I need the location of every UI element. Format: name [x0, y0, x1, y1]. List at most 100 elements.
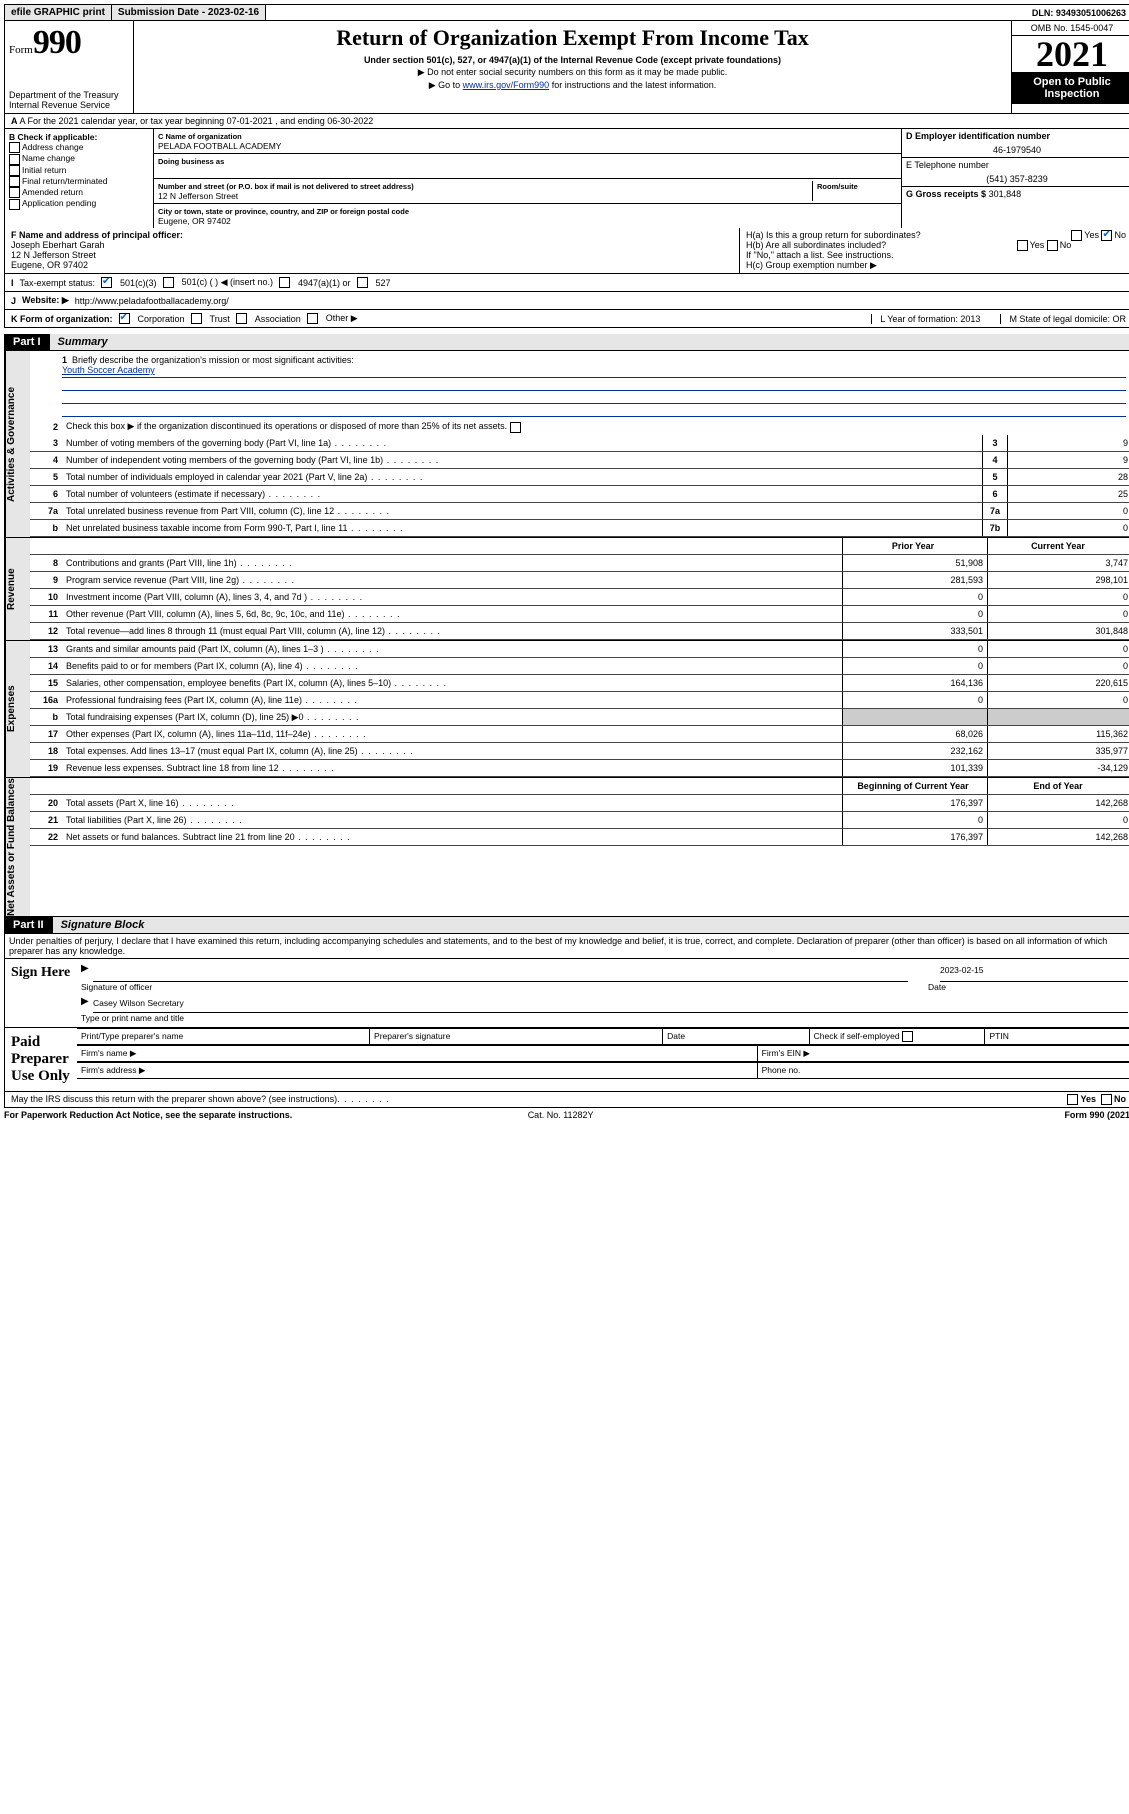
website-row: J Website: ▶ http://www.peladafootballac… — [4, 292, 1129, 310]
expense-line-17: 17Other expenses (Part IX, column (A), l… — [30, 726, 1129, 743]
revenue-line-9: 9Program service revenue (Part VIII, lin… — [30, 572, 1129, 589]
expense-line-b: bTotal fundraising expenses (Part IX, co… — [30, 709, 1129, 726]
revenue-line-11: 11Other revenue (Part VIII, column (A), … — [30, 606, 1129, 623]
chk-hb-no[interactable] — [1047, 240, 1058, 251]
form-note-1: ▶ Do not enter social security numbers o… — [140, 67, 1005, 78]
part2-header: Part II Signature Block — [4, 917, 1129, 934]
officer-group-row: F Name and address of principal officer:… — [4, 228, 1129, 274]
chk-trust[interactable] — [191, 313, 202, 324]
summary-line-4: 4Number of independent voting members of… — [30, 452, 1129, 469]
net-line-21: 21Total liabilities (Part X, line 26)00 — [30, 812, 1129, 829]
expense-line-16a: 16aProfessional fundraising fees (Part I… — [30, 692, 1129, 709]
summary-line-7a: 7aTotal unrelated business revenue from … — [30, 503, 1129, 520]
sign-here-label: Sign Here — [5, 959, 77, 1027]
chk-501c3[interactable] — [101, 277, 112, 288]
chk-4947[interactable] — [279, 277, 290, 288]
form-label: Form — [9, 44, 33, 56]
side-governance: Activities & Governance — [5, 351, 30, 537]
chk-discuss-no[interactable] — [1101, 1094, 1112, 1105]
identity-block: B Check if applicable: Address change Na… — [4, 129, 1129, 228]
org-city: Eugene, OR 97402 — [158, 216, 231, 226]
irs-label: Internal Revenue Service — [9, 100, 129, 110]
expense-line-19: 19Revenue less expenses. Subtract line 1… — [30, 760, 1129, 777]
form-number: 990 — [33, 24, 81, 61]
chk-initial-return[interactable] — [9, 165, 20, 176]
mission-link[interactable]: Youth Soccer Academy — [62, 365, 155, 375]
net-line-22: 22Net assets or fund balances. Subtract … — [30, 829, 1129, 846]
form-footer: Form 990 (2021) — [1064, 1110, 1129, 1120]
cat-no: Cat. No. 11282Y — [528, 1110, 594, 1120]
sig-name: Casey Wilson Secretary — [93, 998, 1128, 1013]
officer-name: Joseph Eberhart Garah — [11, 240, 105, 250]
chk-501c[interactable] — [163, 277, 174, 288]
col-b-label: B Check if applicable: — [9, 132, 149, 142]
chk-amended[interactable] — [9, 187, 20, 198]
col-current-year: Current Year — [987, 538, 1129, 554]
footer-row: For Paperwork Reduction Act Notice, see … — [4, 1108, 1129, 1122]
revenue-line-12: 12Total revenue—add lines 8 through 11 (… — [30, 623, 1129, 640]
state-domicile: M State of legal domicile: OR — [1000, 314, 1126, 324]
form-header: Form990 Department of the Treasury Inter… — [4, 21, 1129, 114]
side-expenses: Expenses — [5, 641, 30, 777]
col-begin-year: Beginning of Current Year — [842, 778, 987, 794]
expense-line-13: 13Grants and similar amounts paid (Part … — [30, 641, 1129, 658]
summary-line-5: 5Total number of individuals employed in… — [30, 469, 1129, 486]
efile-print-button[interactable]: efile GRAPHIC print — [5, 5, 112, 20]
sig-date: 2023-02-15 — [940, 965, 1128, 982]
sig-officer-label: Signature of officer — [81, 982, 908, 992]
chk-address-change[interactable] — [9, 142, 20, 153]
net-assets-section: Net Assets or Fund Balances Beginning of… — [4, 778, 1129, 917]
part1-header: Part I Summary — [4, 334, 1129, 351]
sig-intro: Under penalties of perjury, I declare th… — [5, 934, 1129, 958]
chk-other[interactable] — [307, 313, 318, 324]
chk-assoc[interactable] — [236, 313, 247, 324]
summary-line-3: 3Number of voting members of the governi… — [30, 435, 1129, 452]
expense-line-15: 15Salaries, other compensation, employee… — [30, 675, 1129, 692]
chk-name-change[interactable] — [9, 154, 20, 165]
chk-corp[interactable] — [119, 313, 130, 324]
chk-hb-yes[interactable] — [1017, 240, 1028, 251]
ein-value: 46-1979540 — [906, 145, 1128, 155]
org-name: PELADA FOOTBALL ACADEMY — [158, 141, 281, 151]
side-net: Net Assets or Fund Balances — [5, 778, 30, 916]
chk-self-employed[interactable] — [902, 1031, 913, 1042]
form-note-2: ▶ Go to www.irs.gov/Form990 for instruct… — [140, 80, 1005, 91]
summary-line-6: 6Total number of volunteers (estimate if… — [30, 486, 1129, 503]
phone-value: (541) 357-8239 — [906, 174, 1128, 184]
tax-year: 2021 — [1012, 36, 1129, 72]
instructions-link[interactable]: www.irs.gov/Form990 — [463, 80, 550, 90]
dept-label: Department of the Treasury — [9, 90, 129, 100]
year-formation: L Year of formation: 2013 — [871, 314, 980, 324]
net-line-20: 20Total assets (Part X, line 16)176,3971… — [30, 795, 1129, 812]
revenue-section: Revenue Prior Year Current Year 8Contrib… — [4, 538, 1129, 641]
chk-discontinued[interactable] — [510, 422, 521, 433]
form-title: Return of Organization Exempt From Incom… — [140, 25, 1005, 51]
row-a-tax-year: A A For the 2021 calendar year, or tax y… — [4, 114, 1129, 129]
expenses-section: Expenses 13Grants and similar amounts pa… — [4, 641, 1129, 778]
form-of-org-row: K Form of organization: Corporation Trus… — [4, 310, 1129, 328]
chk-final-return[interactable] — [9, 176, 20, 187]
top-bar: efile GRAPHIC print Submission Date - 20… — [4, 4, 1129, 21]
col-prior-year: Prior Year — [842, 538, 987, 554]
gross-receipts: 301,848 — [989, 189, 1022, 199]
dln-label: DLN: 93493051006263 — [1026, 5, 1129, 20]
org-street: 12 N Jefferson Street — [158, 191, 238, 201]
summary-line-b: bNet unrelated business taxable income f… — [30, 520, 1129, 537]
revenue-line-8: 8Contributions and grants (Part VIII, li… — [30, 555, 1129, 572]
expense-line-18: 18Total expenses. Add lines 13–17 (must … — [30, 743, 1129, 760]
chk-ha-yes[interactable] — [1071, 230, 1082, 241]
signature-block: Under penalties of perjury, I declare th… — [4, 934, 1129, 1092]
chk-discuss-yes[interactable] — [1067, 1094, 1078, 1105]
form-subtitle: Under section 501(c), 527, or 4947(a)(1)… — [140, 55, 1005, 65]
chk-527[interactable] — [357, 277, 368, 288]
governance-section: Activities & Governance 1 Briefly descri… — [4, 351, 1129, 538]
col-end-year: End of Year — [987, 778, 1129, 794]
revenue-line-10: 10Investment income (Part VIII, column (… — [30, 589, 1129, 606]
website-value: http://www.peladafootballacademy.org/ — [75, 296, 229, 306]
paid-preparer-label: Paid Preparer Use Only — [5, 1028, 77, 1091]
chk-app-pending[interactable] — [9, 199, 20, 210]
tax-exempt-row: I Tax-exempt status: 501(c)(3) 501(c) ( … — [4, 274, 1129, 292]
discuss-row: May the IRS discuss this return with the… — [4, 1092, 1129, 1108]
submission-date-button[interactable]: Submission Date - 2023-02-16 — [112, 5, 266, 20]
chk-ha-no[interactable] — [1101, 230, 1112, 241]
